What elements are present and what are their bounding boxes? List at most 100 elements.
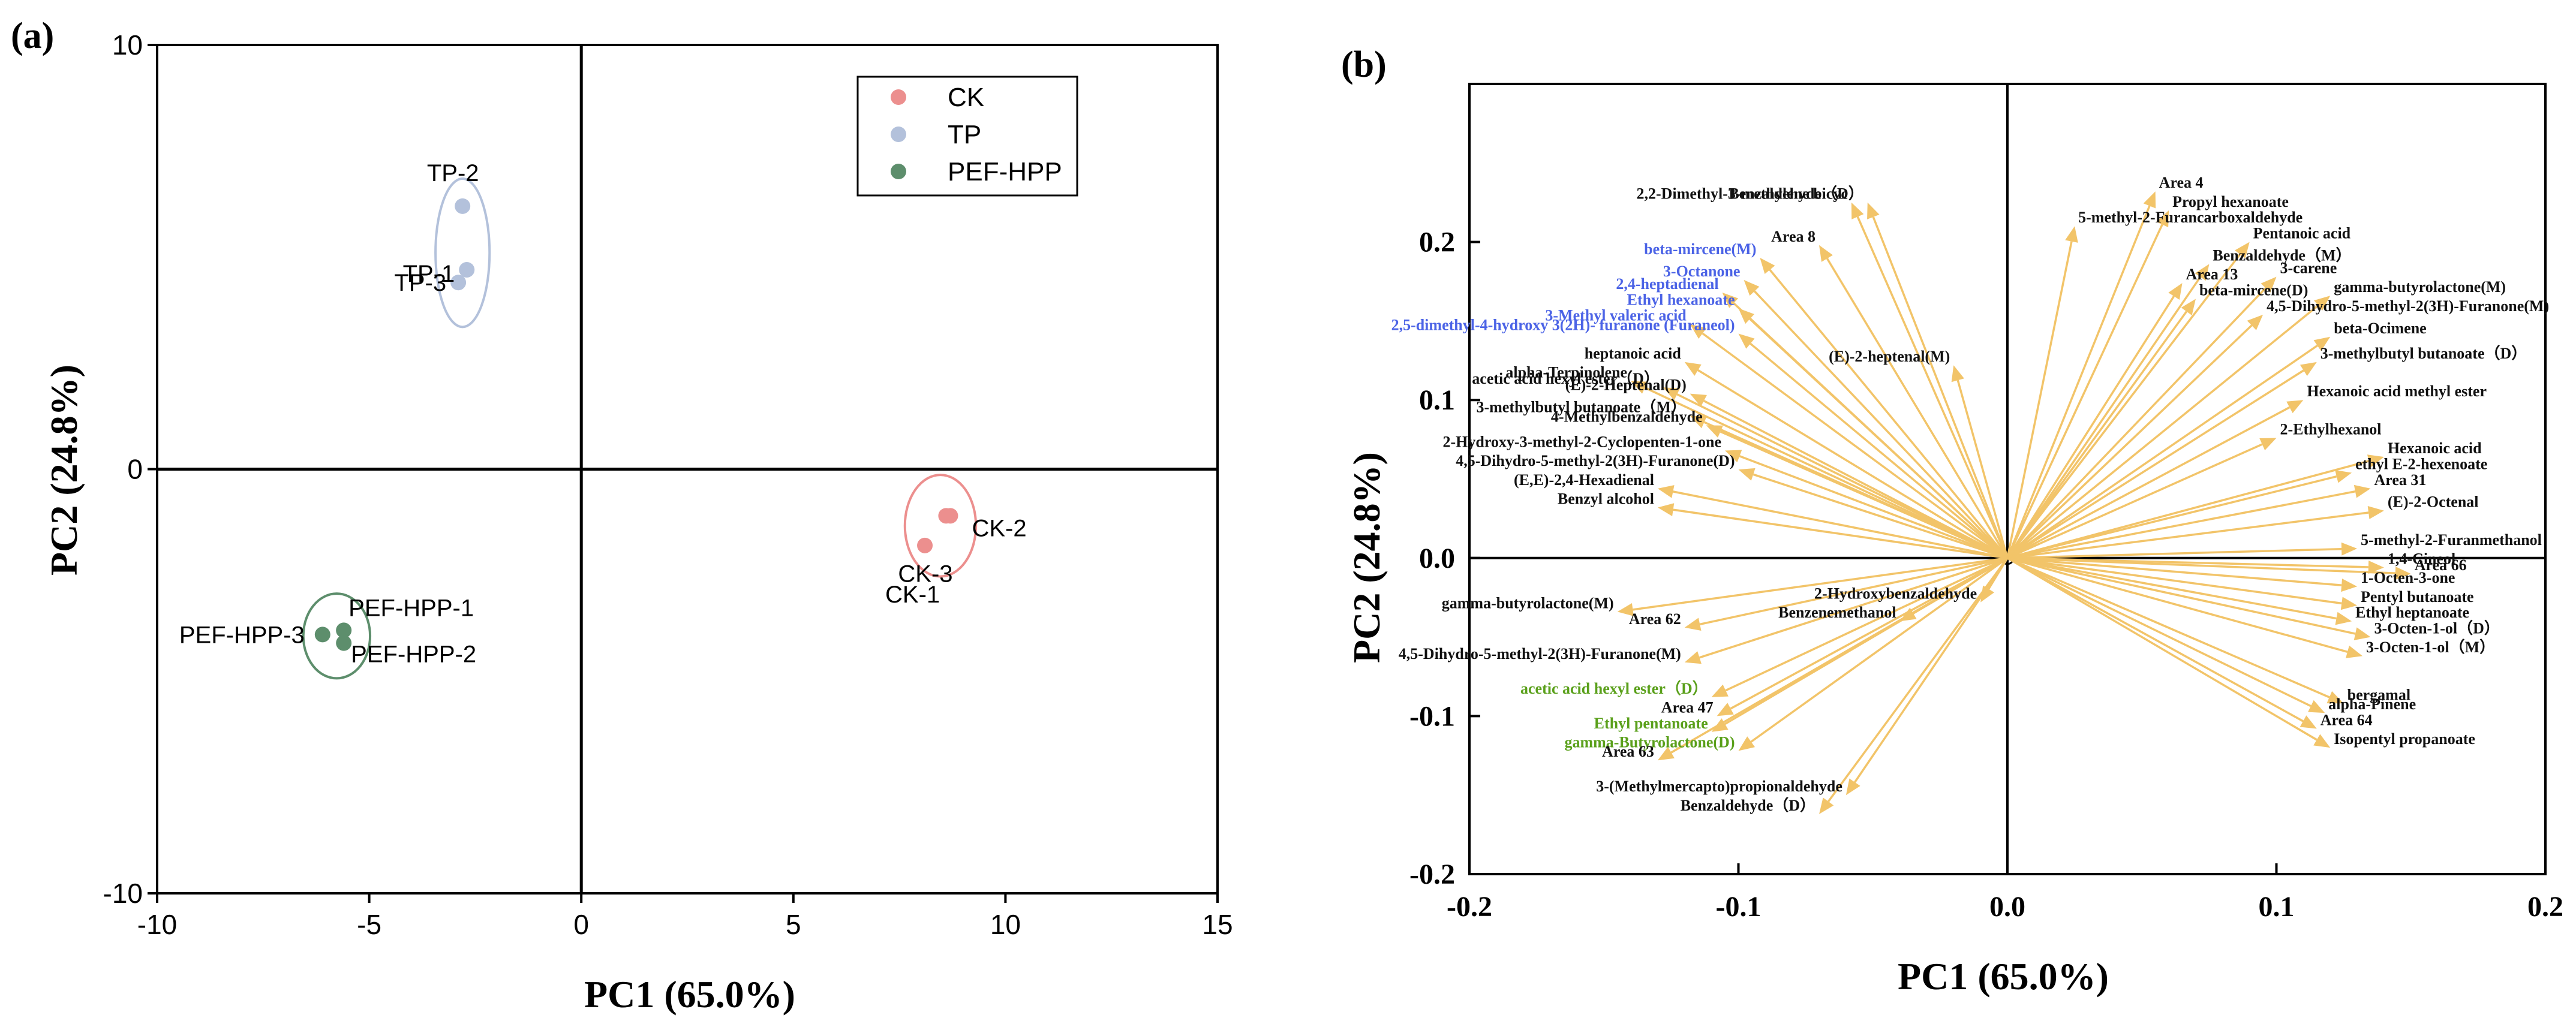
panel-a-x-axis-title: PC1 (65.0%) [584, 973, 795, 1016]
loading-arrowhead-1-4-cineol [2368, 560, 2384, 574]
loading-arrow-heptanoic-acid [1697, 369, 2008, 559]
loading-arrowhead-acetic-acid-hexyl-ester-d [1711, 684, 1729, 697]
loading-arrowhead-area-63 [1657, 746, 1675, 761]
loading-arrow-3-methylbutyl-butanoate-d [2007, 369, 2304, 559]
point-tp-1 [459, 261, 475, 278]
loading-arrowhead-benzaldehyde-d [1819, 797, 1834, 814]
point-label-ck-3: CK-3 [898, 561, 952, 587]
loading-arrow-e-2-heptenal-d [1703, 400, 2008, 559]
loading-arrowhead-4-5-dihydro-5-methyl-2-3h-furanone-d [1738, 468, 1756, 481]
loading-arrowhead-area-8 [1819, 245, 1833, 262]
loading-label-e-2-octenal: (E)-2-Octenal [2388, 493, 2479, 511]
loading-label-gamma-butyrolactone-m: gamma-butyrolactone(M) [1442, 594, 1614, 612]
panel-a-x-tick-label: -5 [357, 909, 381, 940]
loading-arrowhead-e-e-2-4-hexadienal [1657, 485, 1675, 498]
loading-arrowhead-beta-ocimene [2313, 336, 2331, 351]
point-label-pef-hpp-2: PEF-HPP-2 [351, 642, 476, 668]
panel-b-x-tick-label: -0.2 [1447, 891, 1492, 923]
loading-arrow-area-4 [2006, 205, 2151, 559]
loading-label-area-62: Area 62 [1629, 610, 1681, 628]
point-label-tp-1: TP-1 [403, 261, 455, 287]
loading-label-area-13: Area 13 [2186, 266, 2238, 283]
panel-b: (b) -0.2 -0.1 0.0 0.1 0.2 0.2 0.1 0.0 -0.1 -0.2 B… [1341, 44, 2563, 998]
legend-label-tp: TP [948, 120, 981, 149]
loading-arrowhead-pentanoic-acid [2235, 242, 2250, 258]
panel-a-x-tick-label: 10 [990, 909, 1021, 940]
loading-label-3-methylmercapto-propionaldehyde: 3-(Methylmercapto)propionaldehyde [1596, 778, 1842, 795]
panel-b-loading-arrows [1617, 191, 2411, 814]
panel-a-x-tick-label: 5 [786, 909, 801, 940]
loading-arrow-bergamal [2007, 557, 2330, 698]
loading-label-2-hydroxy-3-methyl-2-cyclopenten-1-one: 2-Hydroxy-3-methyl-2-Cyclopenten-1-one [1443, 433, 1722, 451]
loading-label-4-5-dihydro-5-methyl-2-3h-furanone-d: 4,5-Dihydro-5-methyl-2(3H)-Furanone(D) [1456, 452, 1735, 469]
loading-label-area-47: Area 47 [1661, 698, 1714, 716]
loading-arrow-e-2-heptenal-m [1956, 380, 2009, 559]
panel-a: (a) -10 -5 0 5 10 15 10 0 -10 CK-2 CK-3CK-1 TP-2 TP… [11, 16, 1233, 1016]
loading-arrow-3-octen-1-ol-m [2007, 557, 2348, 653]
panel-a-x-tick-label: 0 [573, 909, 589, 940]
loading-arrow-area-8 [1826, 258, 2009, 559]
loading-arrowhead-3-methyl-valeric-acid [1690, 324, 1707, 339]
loading-arrowhead-3-methylbutyl-butanoate-m [1690, 415, 1707, 429]
loading-label-pentyl-butanoate: Pentyl butanoate [2361, 588, 2473, 606]
loading-arrowhead-3-octanone [1744, 279, 1760, 296]
loading-label-alpha-pinene: alpha-Pinene [2328, 695, 2416, 713]
loading-arrow-ethyl-e-2-hexenoate [2007, 475, 2337, 559]
loading-arrow-2-hydroxy-3-methyl-2-cyclopenten-1-one [1739, 455, 2008, 559]
loading-arrowhead-heptanoic-acid [1684, 362, 1702, 376]
loading-arrow-5-methyl-2-furancarboxaldehyde [2006, 241, 2073, 559]
loading-label-beta-mircene-m: beta-mircene(M) [1644, 240, 1756, 258]
loading-label-e-2-heptenal-d: (E)-2-Heptenal(D) [1565, 377, 1687, 394]
loading-arrowhead-e-2-octenal [2367, 506, 2384, 519]
loading-label-ethyl-pentanoate: Ethyl pentanoate [1594, 715, 1708, 732]
loading-label-ethyl-heptanoate: Ethyl heptanoate [2355, 604, 2469, 621]
loading-arrowhead-3-methylmercapto-propionaldehyde [1845, 778, 1860, 796]
loading-arrowhead-alpha-terpinolene [1631, 381, 1648, 394]
loading-arrow-benzyl-alcohol [1673, 508, 2008, 559]
loading-arrowhead-gamma-butyrolactone-m [2314, 296, 2331, 311]
loading-arrow-1-octen-3-one [2007, 557, 2342, 586]
loading-label-2-2-dimethyl-3-methylene-bicyc: 2,2-Dimethyl-3-methylene bicyc [1637, 185, 1848, 203]
loading-label-benzenemethanol: Benzenemethanol [1778, 604, 1896, 621]
panel-a-ticks: -10 -5 0 5 10 15 10 0 -10 [103, 29, 1233, 940]
loading-label-3-carene: 3-carene [2280, 260, 2337, 277]
group-ellipse-tp [434, 177, 491, 329]
loading-label-area-64: Area 64 [2320, 711, 2373, 728]
loading-arrow-gamma-butyrolactone-d [1750, 557, 2009, 743]
panel-b-x-axis-title: PC1 (65.0%) [1898, 955, 2109, 998]
loading-arrow-4-5-dihydro-5-methyl-2-3h-furanone-m [1699, 557, 2008, 659]
loading-arrowhead-area-62 [1684, 618, 1702, 631]
loading-arrow-2-ethylhexanol [2007, 443, 2263, 559]
loading-label-hexanoic-acid: Hexanoic acid [2388, 439, 2482, 457]
loading-arrowhead-area-47 [1717, 703, 1734, 716]
loading-label-3-octen-1-ol-d: 3-Octen-1-ol（D） [2374, 620, 2499, 637]
panel-b-y-tick-label: 0.2 [1419, 227, 1455, 258]
panel-a-x-tick-label: -10 [137, 909, 177, 940]
loading-arrowhead-4-5-dihydro-5-methyl-2-3h-furanone-m [1684, 651, 1702, 664]
loading-arrowhead-e-2-heptenal-m [1951, 365, 1964, 383]
loading-arrowhead-area-66 [2395, 567, 2411, 580]
loading-label-2-5-dimethyl-4-hydroxy-3-2h-furanone-furaneol: 2,5-dimethyl-4-hydroxy 3(2H)- furanone (… [1391, 316, 1735, 333]
loading-arrowhead-benzaldehyde-m [2195, 264, 2210, 281]
panel-a-group-ellipses [302, 177, 978, 680]
loading-arrow-alpha-terpinolene [1644, 387, 2008, 559]
loading-label-gamma-butyrolactone-m: gamma-butyrolactone(M) [2334, 278, 2506, 296]
loading-arrowhead-area-4 [2143, 191, 2156, 209]
loading-arrow-acetic-acid-hexyl-ester-d [1676, 393, 2008, 559]
loading-arrow-benzaldehyde-d [1872, 216, 2009, 559]
loading-arrowhead-pentyl-butanoate [2340, 597, 2358, 610]
loading-arrow-area-47 [1730, 557, 2008, 710]
panel-b-y-tick-label: 0.1 [1419, 384, 1455, 416]
loading-arrow-acetic-acid-hexyl-ester-d [1725, 557, 2008, 692]
panel-b-loading-labels: Benzaldehyde（D）2,2-Dimethyl-3-methylene … [1391, 174, 2550, 814]
loading-label-gamma-butyrolactone-d: gamma-Butyrolactone(D) [1564, 733, 1735, 751]
loading-arrow-ethyl-heptanoate [2007, 557, 2337, 620]
loading-arrow-beta-ocimene [2007, 345, 2318, 559]
loading-arrow-4-5-dihydro-5-methyl-2-3h-furanone-m [2006, 324, 2253, 559]
point-ck-1 [917, 537, 933, 553]
loading-arrowhead-3-octen-1-ol-d [2353, 627, 2371, 640]
point-pef-hpp-1 [336, 622, 352, 639]
loading-arrowhead-acetic-acid-hexyl-ester-d [1663, 387, 1681, 400]
loading-arrowhead-2-5-dimethyl-4-hydroxy-3-2h-furanone-furaneol [1738, 333, 1755, 349]
